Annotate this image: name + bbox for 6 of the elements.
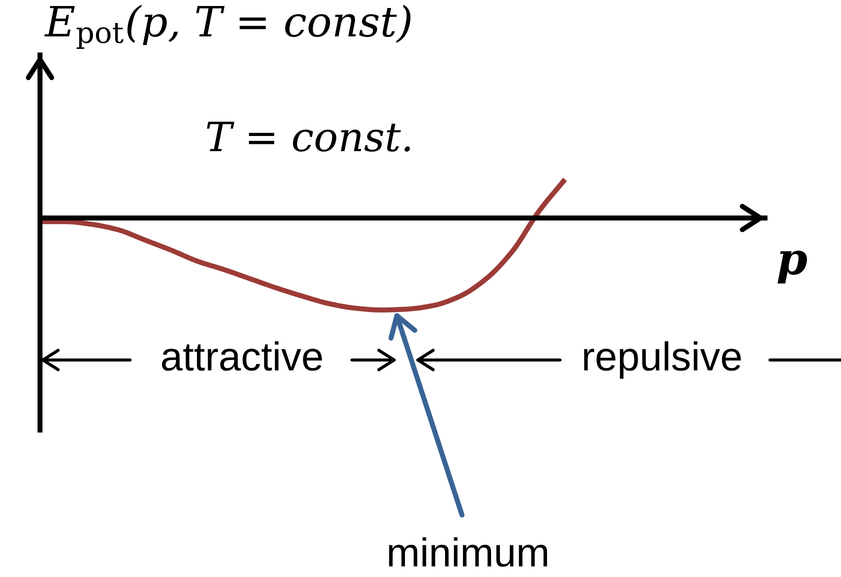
text: repulsive xyxy=(584,341,741,379)
text: attractive xyxy=(162,341,322,371)
x-axis-title: p xyxy=(778,250,807,284)
text: T = const. xyxy=(206,122,410,152)
text: minimum xyxy=(389,537,548,567)
y-axis-title: E$_{pot}$(p, T = const) xyxy=(44,4,410,49)
